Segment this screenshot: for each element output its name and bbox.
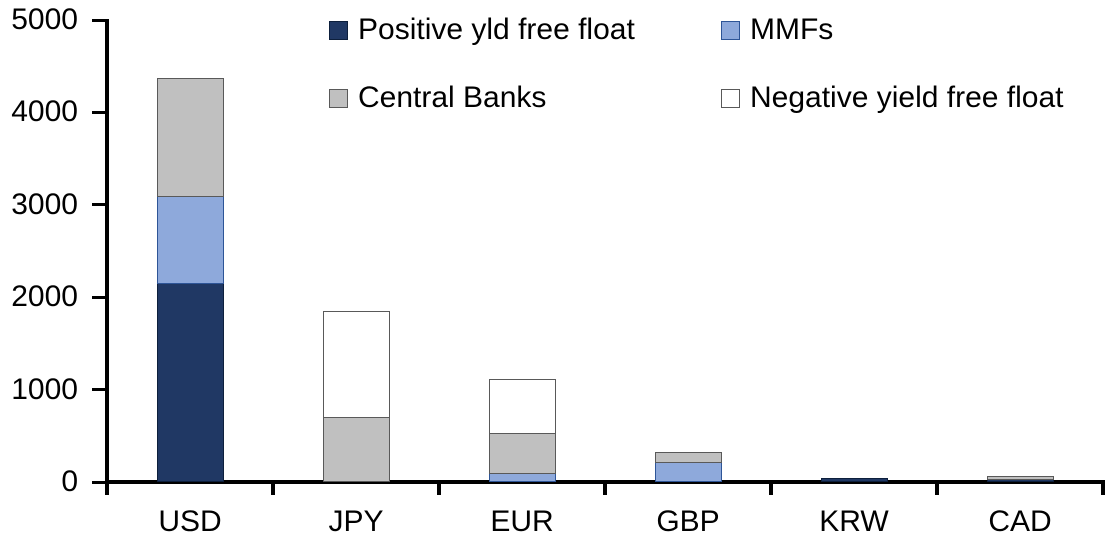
legend-label-positive-yld-free-float: Positive yld free float [358,13,635,46]
x-axis-category-label: JPY [328,505,384,538]
bar-jpy-central-banks [322,416,390,482]
y-axis-tick [92,480,105,484]
bar-gbp-mmfs [654,460,722,482]
bar-cad-central-banks [986,475,1054,481]
y-axis-tick [92,18,105,22]
x-axis-category-label: EUR [490,505,554,538]
y-axis-tick [92,388,105,392]
bar-jpy-negative-yield-free-float [322,311,390,419]
bar-krw-positive-yld-free-float [820,477,888,482]
y-axis-label: 1000 [11,372,78,406]
legend-item-positive-yld-free-float: Positive yld free float [329,12,635,48]
x-axis-tick [769,480,773,495]
legend-label-mmfs: MMFs [750,13,834,46]
y-axis-line [105,19,109,484]
x-axis-tick [437,480,441,495]
legend-swatch-negative-yield-free-float-icon [721,88,740,108]
y-axis-tick [92,295,105,299]
x-axis-tick [105,480,109,495]
legend-item-central-banks: Central Banks [329,80,546,116]
bar-usd-mmfs [156,194,224,285]
bar-gbp-central-banks [654,451,722,463]
legend-label-negative-yield-free-float: Negative yield free float [750,81,1064,114]
x-axis-category-label: USD [158,505,222,538]
x-axis-tick [935,480,939,495]
x-axis-tick [1101,480,1105,495]
y-axis-label: 4000 [11,95,78,129]
x-axis-category-label: CAD [988,505,1052,538]
x-axis-category-label: KRW [819,505,889,538]
legend-swatch-mmfs-icon [721,20,740,40]
bar-usd-positive-yld-free-float [156,282,224,482]
legend-label-central-banks: Central Banks [358,81,547,114]
y-axis-tick [92,203,105,207]
legend-item-mmfs: MMFs [721,12,833,48]
x-axis-category-label: GBP [656,505,720,538]
bar-eur-negative-yield-free-float [488,378,556,435]
bar-eur-central-banks [488,432,556,474]
x-axis-tick [603,480,607,495]
y-axis-label: 2000 [11,280,78,314]
y-axis-label: 0 [61,465,78,498]
x-axis-tick [271,480,275,495]
bar-usd-central-banks [156,78,224,197]
legend-swatch-positive-yld-free-float-icon [329,20,348,40]
legend-item-negative-yield-free-float: Negative yield free float [721,80,1064,116]
legend-swatch-central-banks-icon [329,88,348,108]
y-axis-tick [92,110,105,114]
y-axis-label: 5000 [11,3,78,36]
y-axis-label: 3000 [11,187,78,221]
